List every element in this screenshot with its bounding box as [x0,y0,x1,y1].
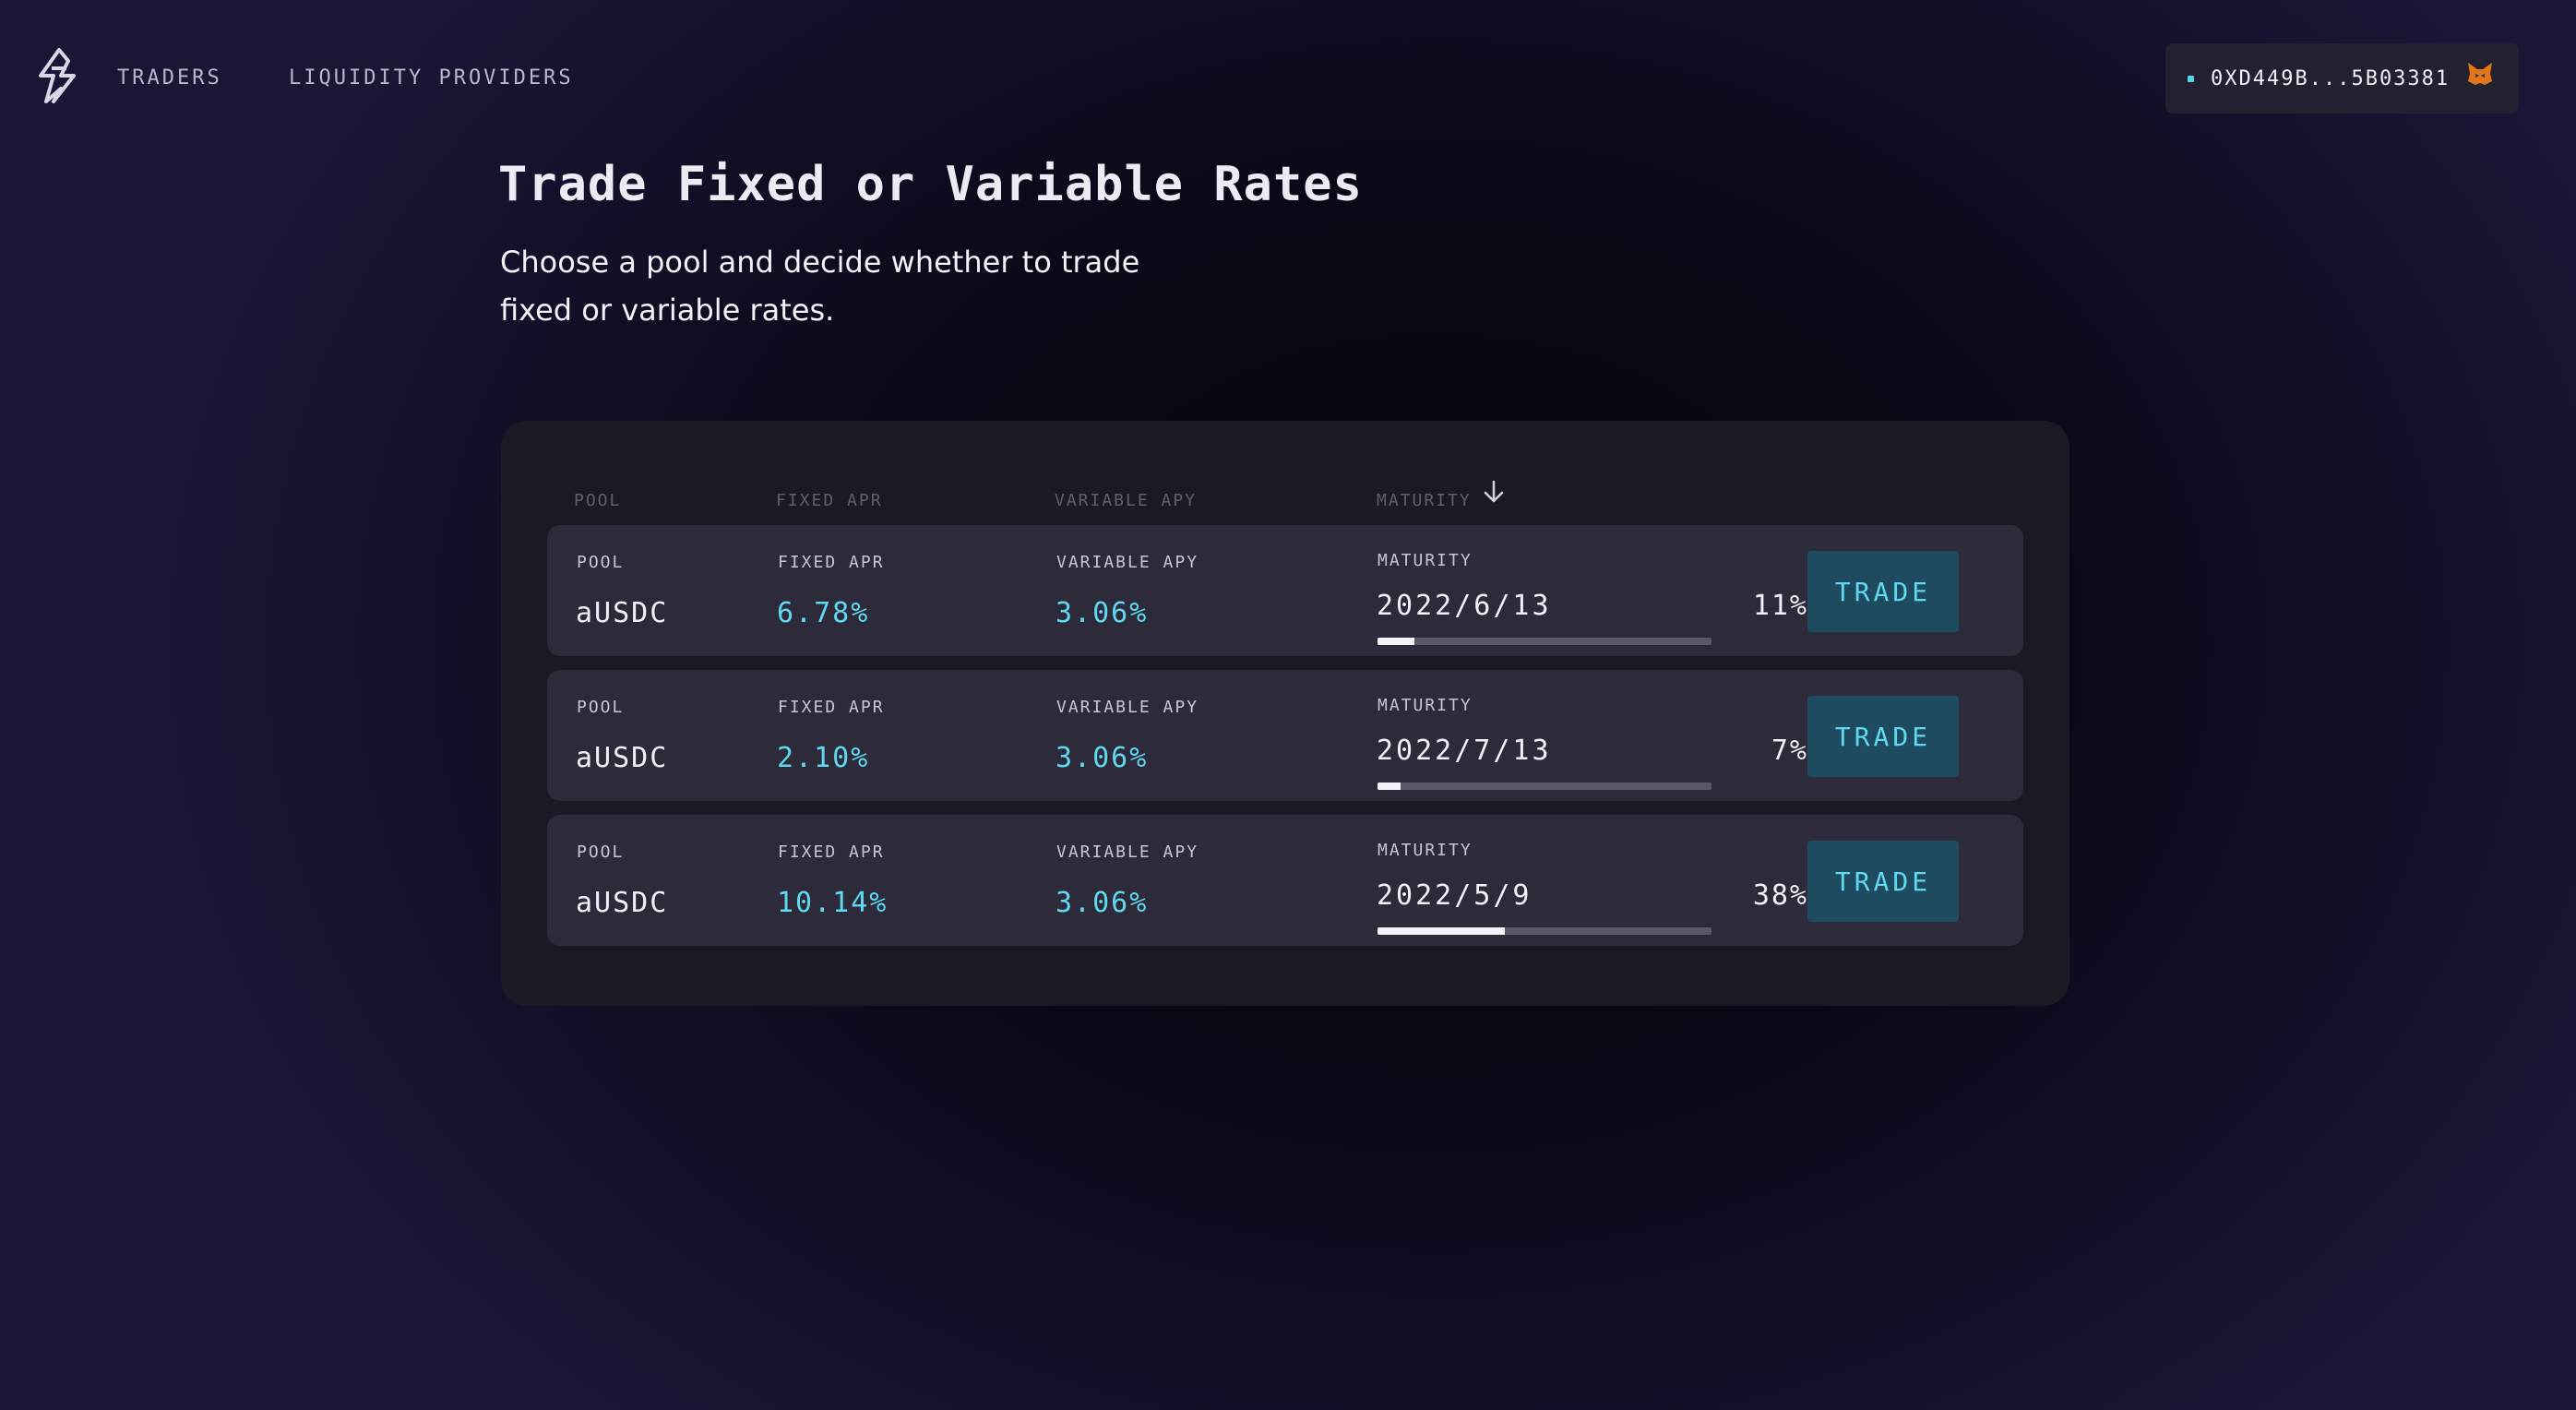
maturity-date: 2022/6/13 [1377,590,1552,622]
pool-value: aUSDC [576,742,669,774]
nav-link-traders[interactable]: TRADERS [117,66,222,90]
fixed-apr-label: FIXED APR [778,553,885,572]
maturity-progress-bar [1377,927,1711,935]
pool-label: POOL [577,698,625,717]
subtitle-line-2: fixed or variable rates. [500,293,835,328]
maturity-label: MATURITY [1377,841,1473,860]
maturity-progress-fill [1377,783,1401,790]
lightning-bolt-logo-icon[interactable] [33,48,81,105]
maturity-progress-percent: 38% [1752,879,1808,912]
page-title: Trade Fixed or Variable Rates [498,157,1363,212]
pools-table: POOL FIXED APR VARIABLE APY MATURITY POO… [501,421,2069,1006]
maturity-date: 2022/7/13 [1377,735,1552,767]
nav-link-liquidity-providers[interactable]: LIQUIDITY PROVIDERS [289,66,574,90]
variable-apy-value: 3.06% [1055,742,1149,774]
column-header-variable-apy: VARIABLE APY [1055,491,1198,510]
wallet-status-dot [2188,75,2194,82]
variable-apy-label: VARIABLE APY [1056,698,1199,717]
trade-button[interactable]: TRADE [1807,696,1959,777]
column-header-maturity[interactable]: MATURITY [1377,491,1472,510]
table-row: POOL aUSDC FIXED APR 10.14% VARIABLE APY… [547,815,2023,946]
subtitle-line-1: Choose a pool and decide whether to trad… [500,245,1140,280]
metamask-fox-icon [2468,63,2493,85]
maturity-progress-bar [1377,638,1711,645]
wallet-button[interactable]: 0XD449B...5B03381 [2165,43,2519,114]
maturity-date: 2022/5/9 [1377,879,1532,912]
table-row: POOL aUSDC FIXED APR 6.78% VARIABLE APY … [547,525,2023,656]
arrow-down-icon[interactable] [1480,478,1508,506]
pool-label: POOL [577,842,625,862]
variable-apy-value: 3.06% [1055,597,1149,629]
variable-apy-value: 3.06% [1055,887,1149,919]
maturity-progress-percent: 11% [1752,590,1808,622]
maturity-progress-fill [1377,638,1414,645]
pool-label: POOL [577,553,625,572]
trade-button[interactable]: TRADE [1807,551,1959,632]
table-row: POOL aUSDC FIXED APR 2.10% VARIABLE APY … [547,670,2023,801]
trade-button[interactable]: TRADE [1807,841,1959,922]
fixed-apr-value: 10.14% [777,887,888,919]
pool-value: aUSDC [576,887,669,919]
fixed-apr-value: 2.10% [777,742,870,774]
pool-value: aUSDC [576,597,669,629]
variable-apy-label: VARIABLE APY [1056,553,1199,572]
maturity-label: MATURITY [1377,696,1473,715]
top-nav: TRADERS LIQUIDITY PROVIDERS 0XD449B...5B… [0,0,2576,157]
fixed-apr-value: 6.78% [777,597,870,629]
maturity-progress-fill [1377,927,1505,935]
fixed-apr-label: FIXED APR [778,698,885,717]
maturity-progress-bar [1377,783,1711,790]
fixed-apr-label: FIXED APR [778,842,885,862]
page-subtitle: Choose a pool and decide whether to trad… [500,238,1146,334]
column-header-pool: POOL [574,491,622,510]
column-header-fixed-apr: FIXED APR [776,491,883,510]
maturity-progress-percent: 7% [1771,735,1808,767]
wallet-address: 0XD449B...5B03381 [2211,66,2451,90]
maturity-label: MATURITY [1377,551,1473,570]
variable-apy-label: VARIABLE APY [1056,842,1199,862]
